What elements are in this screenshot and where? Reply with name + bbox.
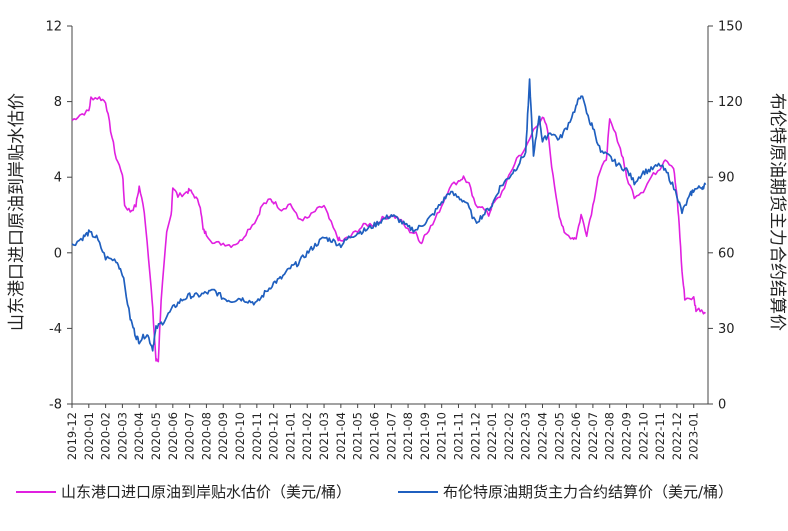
x-tick-label: 2022-01 xyxy=(485,412,499,460)
x-tick-label: 2021-02 xyxy=(300,412,314,460)
x-tick-label: 2021-03 xyxy=(317,412,331,460)
x-tick-label: 2022-03 xyxy=(519,412,533,460)
right-tick-label: 0 xyxy=(718,398,726,413)
right-tick-label: 120 xyxy=(718,95,743,110)
x-tick-label: 2020-01 xyxy=(82,412,96,460)
series-line-shandong-premium xyxy=(71,96,706,363)
x-tick-label: 2020-10 xyxy=(233,412,247,460)
left-tick-label: -8 xyxy=(49,398,62,413)
left-axis-ticks: -8 -4 0 4 8 12 xyxy=(45,20,72,413)
x-tick-label: 2022-11 xyxy=(653,412,667,460)
x-tick-label: 2020-09 xyxy=(216,412,230,460)
x-tick-label: 2019-12 xyxy=(65,412,79,460)
x-tick-label: 2021-06 xyxy=(367,412,381,460)
left-tick-label: 0 xyxy=(54,246,62,261)
x-tick-label: 2021-01 xyxy=(283,412,297,460)
series-layer xyxy=(71,78,707,363)
x-tick-label: 2022-10 xyxy=(636,412,650,460)
legend: 山东港口进口原油到岸贴水估价（美元/桶） 布伦特原油期货主力合约结算价（美元/桶） xyxy=(16,483,733,501)
x-tick-label: 2021-07 xyxy=(384,412,398,460)
x-tick-label: 2020-06 xyxy=(166,412,180,460)
x-tick-label: 2022-07 xyxy=(586,412,600,460)
x-tick-label: 2021-10 xyxy=(435,412,449,460)
x-tick-label: 2023-01 xyxy=(687,412,701,460)
x-tick-label: 2020-03 xyxy=(115,412,129,460)
x-tick-label: 2022-05 xyxy=(552,412,566,460)
legend-item-shandong-label: 山东港口进口原油到岸贴水估价（美元/桶） xyxy=(61,483,351,501)
x-tick-label: 2021-05 xyxy=(351,412,365,460)
x-tick-label: 2022-12 xyxy=(670,412,684,460)
right-tick-label: 30 xyxy=(718,322,735,337)
left-tick-label: 8 xyxy=(54,95,62,110)
x-tick-label: 2022-06 xyxy=(569,412,583,460)
left-tick-label: 12 xyxy=(45,20,62,35)
x-tick-label: 2022-09 xyxy=(620,412,634,460)
left-axis-label: 山东港口进口原油到岸贴水估价 xyxy=(7,93,27,331)
legend-item-brent-label: 布伦特原油期货主力合约结算价（美元/桶） xyxy=(443,483,733,501)
right-tick-label: 90 xyxy=(718,171,735,186)
left-tick-label: -4 xyxy=(49,322,62,337)
right-tick-label: 150 xyxy=(718,20,743,35)
right-axis-label: 布伦特原油期货主力合约结算价 xyxy=(767,93,787,331)
x-tick-label: 2021-08 xyxy=(401,412,415,460)
x-tick-label: 2022-08 xyxy=(603,412,617,460)
x-tick-label: 2020-12 xyxy=(267,412,281,460)
series-line-brent-price xyxy=(71,78,707,352)
x-tick-label: 2020-11 xyxy=(250,412,264,460)
left-tick-label: 4 xyxy=(54,171,62,186)
x-tick-label: 2020-07 xyxy=(183,412,197,460)
x-tick-label: 2020-04 xyxy=(132,412,146,460)
x-tick-label: 2022-02 xyxy=(502,412,516,460)
right-tick-label: 60 xyxy=(718,246,735,261)
right-axis-ticks: 0 30 60 90 120 150 xyxy=(708,20,743,413)
x-axis-ticks: 2019-12 2020-01 2020-02 2020-03 2020-04 2020-… xyxy=(65,404,701,460)
x-tick-label: 2020-02 xyxy=(99,412,113,460)
x-tick-label: 2021-04 xyxy=(334,412,348,460)
x-tick-label: 2020-08 xyxy=(199,412,213,460)
x-tick-label: 2021-11 xyxy=(451,412,465,460)
x-tick-label: 2022-04 xyxy=(535,412,549,460)
x-tick-label: 2021-09 xyxy=(418,412,432,460)
x-tick-label: 2020-05 xyxy=(149,412,163,460)
x-tick-label: 2021-12 xyxy=(468,412,482,460)
plot-frame xyxy=(71,26,709,405)
